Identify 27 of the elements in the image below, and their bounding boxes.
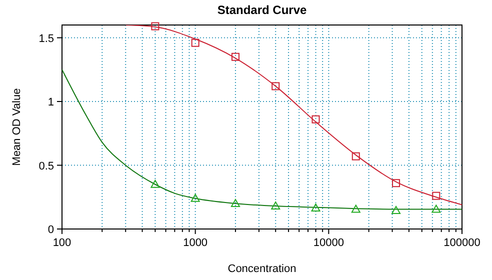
chart-title: Standard Curve — [217, 3, 307, 17]
point — [311, 203, 320, 212]
x-tick-label: 1000 — [183, 237, 208, 249]
point — [352, 152, 360, 160]
point — [191, 38, 200, 47]
point — [190, 194, 200, 202]
x-axis-title: Concentration — [228, 263, 296, 275]
x-tick-label: 100000 — [444, 237, 480, 249]
point — [392, 179, 400, 188]
point — [312, 115, 320, 124]
point — [392, 206, 401, 214]
y-tick-label: 1.5 — [38, 32, 54, 45]
point — [151, 22, 160, 30]
point — [272, 82, 280, 90]
y-tick-label: 0 — [48, 224, 54, 236]
x-tick-label: 100 — [52, 237, 72, 249]
point — [432, 204, 441, 213]
y-axis-title: Mean OD Value — [11, 88, 23, 166]
point — [230, 199, 240, 207]
point — [351, 204, 360, 213]
y-tick-label: 0.5 — [38, 160, 54, 172]
point — [432, 192, 440, 200]
x-tick-label: 10000 — [313, 237, 344, 249]
point — [150, 180, 160, 188]
point — [231, 52, 240, 61]
y-tick-label: 1 — [48, 96, 54, 108]
point — [271, 202, 280, 210]
